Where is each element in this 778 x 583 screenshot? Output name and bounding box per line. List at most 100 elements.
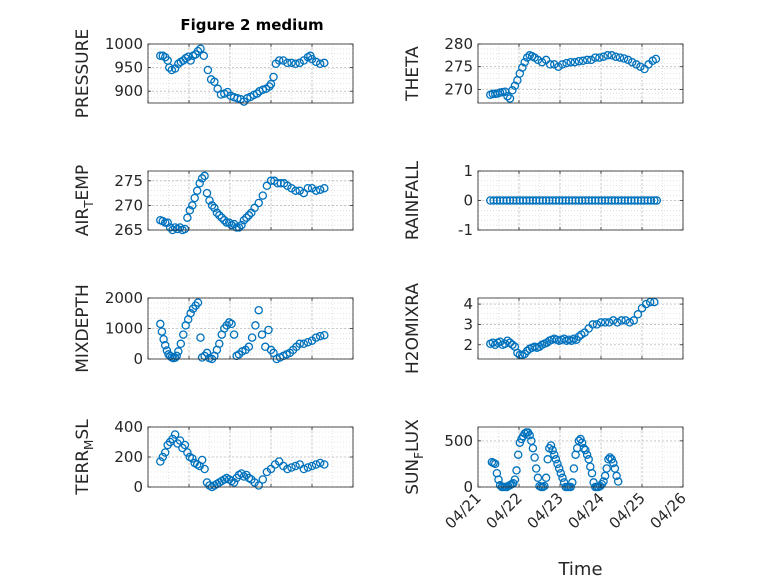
data-point [595, 53, 604, 62]
data-point [157, 327, 167, 336]
data-point [604, 318, 614, 327]
y-axis-label: H2OMIXRA [403, 283, 423, 374]
data-point [315, 331, 325, 341]
data-point [520, 57, 529, 67]
data-point [176, 339, 186, 349]
data-point [612, 471, 621, 481]
data-point [229, 478, 239, 487]
data-point [591, 53, 600, 62]
y-tick-label: 270 [444, 80, 473, 98]
subplot-4: -1 0 1 RAINFALL [403, 160, 684, 240]
axes-box [147, 170, 354, 231]
data-point [512, 466, 521, 475]
data-point [320, 58, 329, 68]
data-point [582, 450, 592, 459]
data-point [291, 461, 300, 471]
data-point [551, 455, 561, 464]
data-point [570, 57, 580, 67]
y-tick-label: 275 [444, 58, 473, 76]
data-point [172, 351, 181, 361]
data-point [604, 196, 613, 205]
data-point [522, 196, 531, 205]
data-point [558, 196, 567, 205]
data-point [620, 196, 630, 205]
y-tick-label: 0 [463, 192, 473, 210]
data-point [492, 196, 502, 205]
data-point [250, 203, 259, 213]
data-point [574, 332, 584, 341]
data-point [619, 54, 629, 63]
data-point [592, 320, 602, 329]
data-point [254, 481, 263, 490]
data-point [568, 478, 577, 487]
data-point [175, 436, 185, 445]
data-point [548, 445, 557, 455]
y-tick-label: 1000 [105, 320, 143, 338]
data-point [641, 299, 651, 309]
y-tick-label: 500 [444, 432, 473, 450]
data-point [158, 452, 168, 462]
data-point [252, 89, 262, 98]
data-point [311, 186, 321, 195]
y-tick-label: 1 [463, 162, 473, 180]
data-point [611, 52, 621, 61]
x-axis-label: Time [557, 559, 602, 580]
data-point [609, 316, 618, 325]
data-point [269, 72, 278, 82]
data-point [645, 297, 655, 307]
data-point [227, 319, 236, 329]
data-point [505, 94, 515, 103]
data-point [550, 450, 559, 459]
y-tick-label: 950 [114, 59, 143, 77]
data-point [257, 330, 267, 339]
data-point [200, 464, 209, 474]
data-point [215, 339, 224, 349]
data-point [311, 333, 321, 342]
data-point [615, 53, 625, 62]
data-point [553, 459, 562, 469]
data-point [287, 463, 296, 472]
axes-box [477, 297, 684, 360]
y-tick-label: 280 [444, 35, 473, 53]
data-point [299, 339, 309, 349]
data-point [247, 333, 257, 342]
data-point [650, 297, 659, 307]
data-point [234, 223, 244, 232]
data-point [170, 353, 180, 363]
data-point [202, 188, 212, 198]
data-point [546, 441, 556, 450]
series-markers [156, 171, 329, 235]
y-tick-label: -1 [458, 221, 473, 239]
data-point [188, 454, 197, 463]
data-point [650, 196, 659, 205]
data-point [186, 309, 195, 318]
data-point [199, 51, 209, 61]
y-axis-label: THETA [403, 46, 423, 102]
data-point [554, 196, 564, 205]
y-tick-label: 0 [463, 478, 473, 496]
data-point [165, 63, 174, 72]
data-point [258, 191, 268, 200]
data-point [545, 60, 555, 69]
y-axis-label: TERRMSL [73, 419, 96, 496]
data-point [197, 174, 207, 183]
data-point [174, 347, 183, 356]
data-point [303, 183, 313, 193]
data-point [291, 186, 300, 195]
data-point [217, 213, 227, 222]
data-point [586, 55, 596, 65]
data-point [640, 196, 649, 205]
data-point [625, 318, 634, 327]
data-point [646, 196, 656, 205]
data-point [554, 62, 563, 71]
data-point [607, 51, 616, 60]
data-point [574, 56, 584, 66]
data-point [258, 475, 268, 484]
data-point [627, 57, 637, 67]
data-point [254, 198, 263, 208]
data-point [582, 55, 592, 65]
y-axis-label: AIRTEMP [73, 165, 96, 236]
series-markers [156, 44, 329, 106]
data-point [233, 94, 242, 103]
